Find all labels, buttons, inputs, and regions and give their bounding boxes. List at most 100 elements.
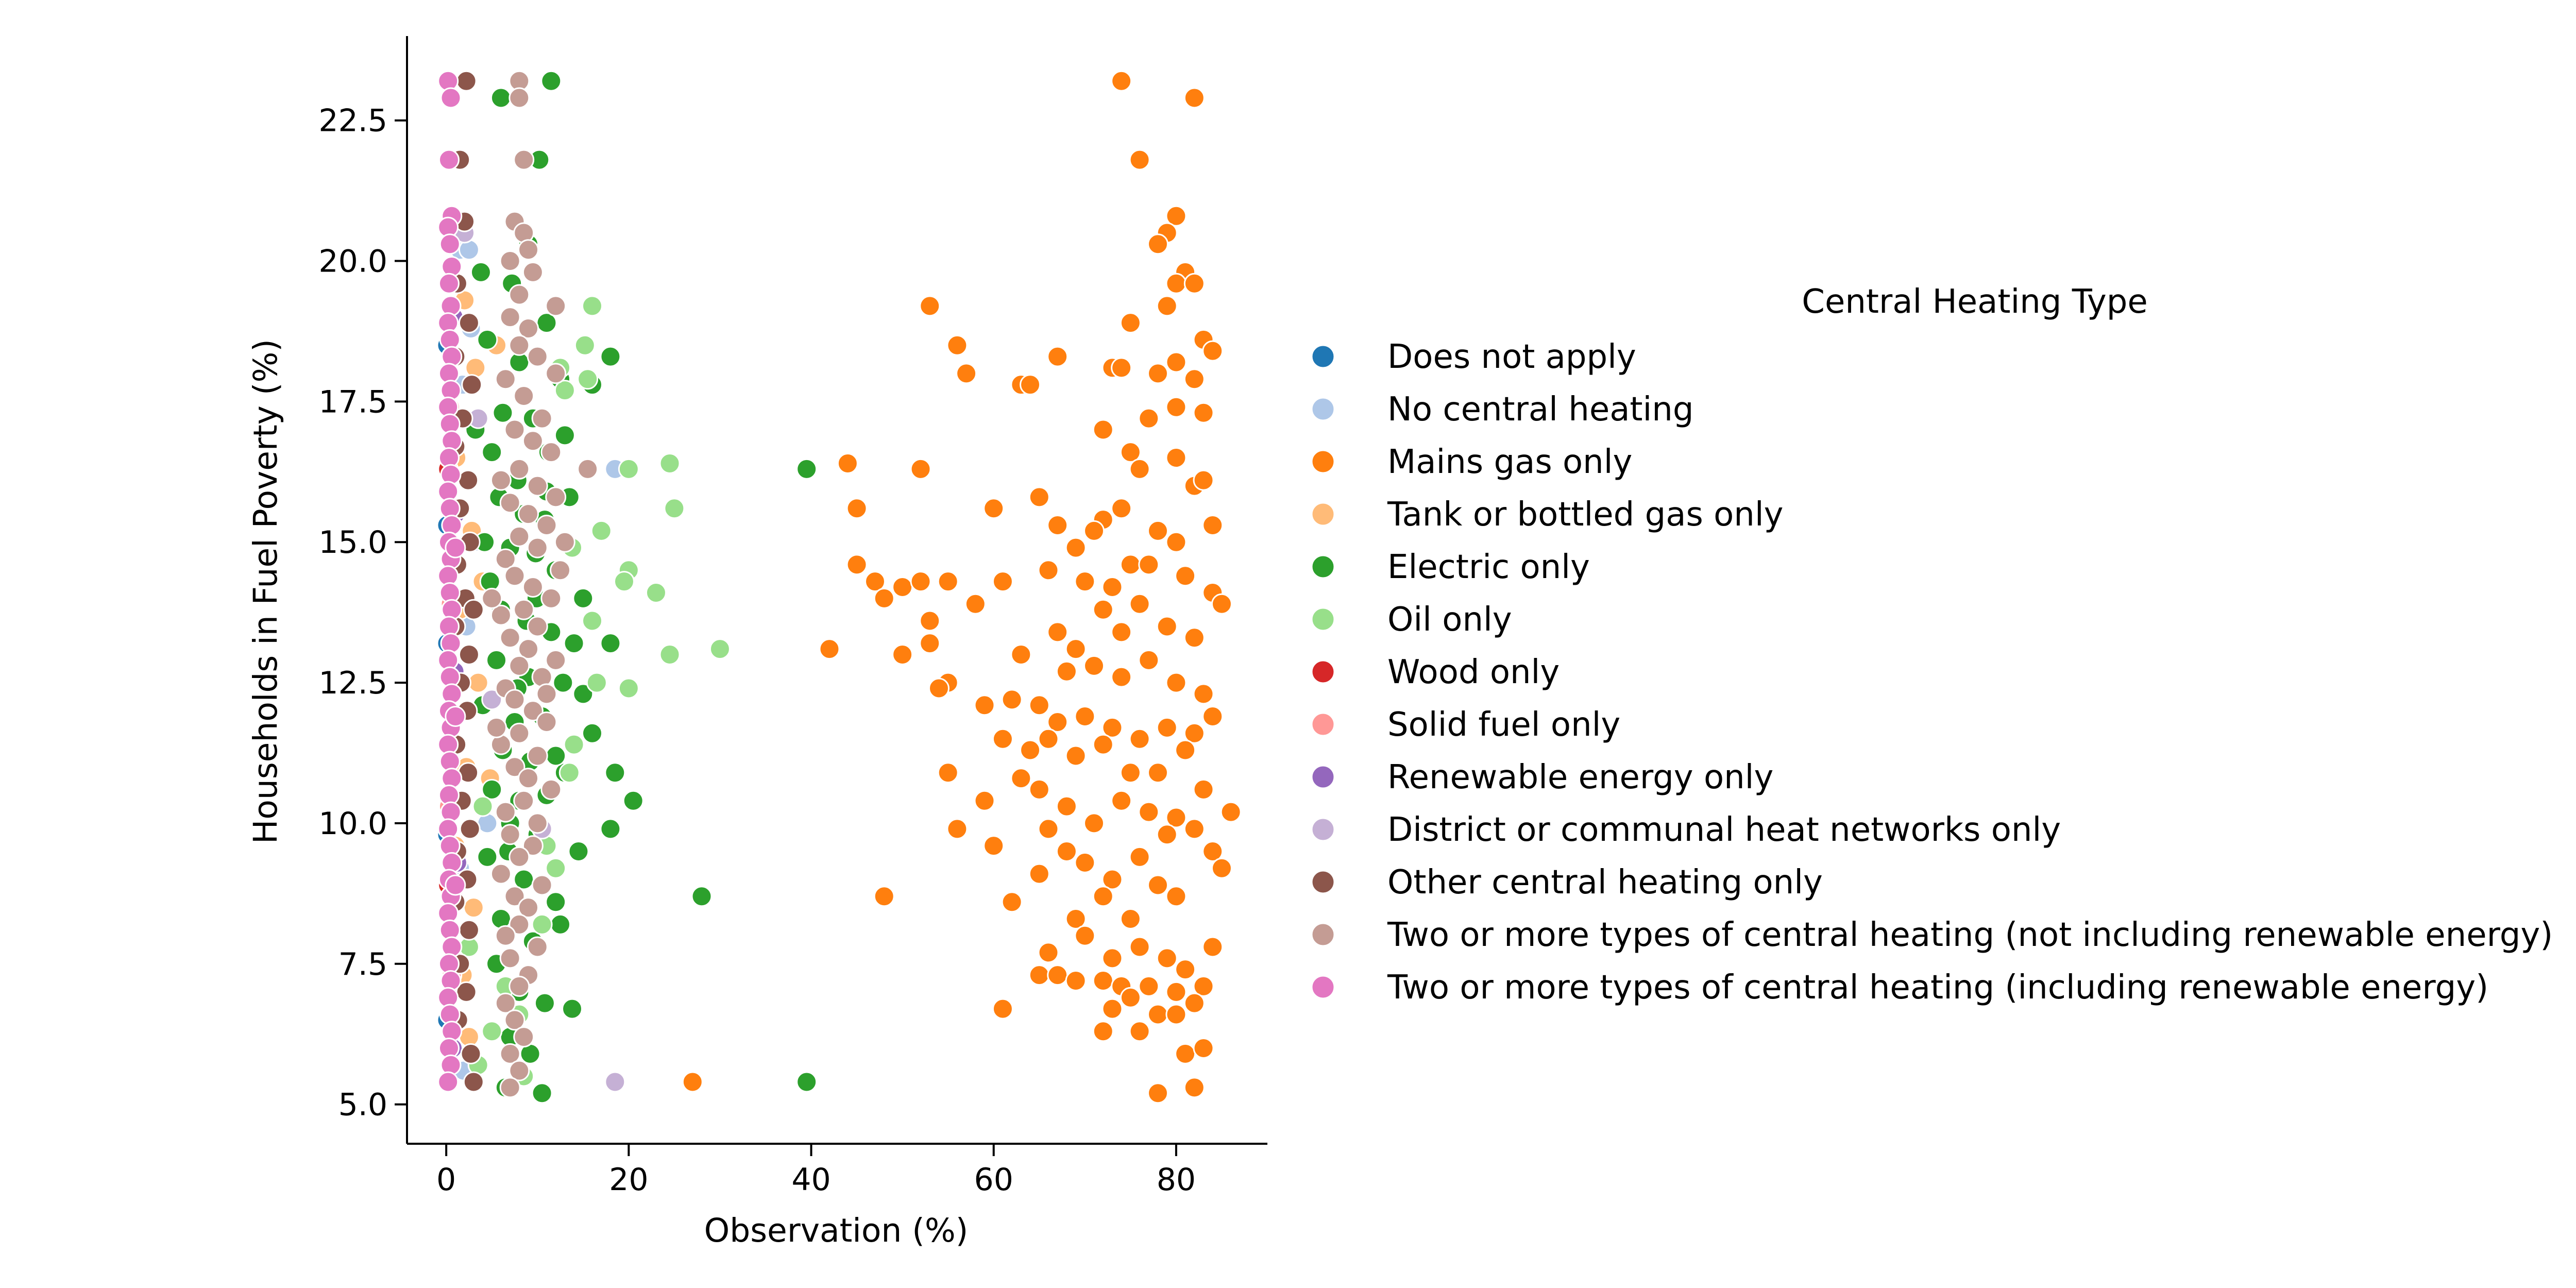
- legend-label: Oil only: [1387, 601, 1512, 639]
- scatter-point: [946, 818, 968, 840]
- scatter-point: [527, 745, 548, 767]
- scatter-point: [518, 638, 539, 660]
- scatter-point: [1083, 812, 1105, 834]
- scatter-point: [1028, 486, 1050, 508]
- scatter-point: [1092, 1021, 1114, 1042]
- y-tick-label: 7.5: [338, 946, 387, 982]
- scatter-point: [540, 587, 562, 609]
- scatter-point: [1183, 1077, 1205, 1098]
- series-2: [682, 70, 1242, 1104]
- scatter-point: [545, 486, 567, 508]
- scatter-point: [1001, 891, 1023, 913]
- y-tick-label: 12.5: [318, 665, 387, 701]
- scatter-point: [1147, 874, 1168, 896]
- scatter-point: [645, 582, 667, 603]
- legend-marker: [1311, 344, 1335, 369]
- scatter-point: [846, 554, 868, 575]
- scatter-point: [481, 1021, 503, 1042]
- scatter-point: [1065, 638, 1087, 660]
- scatter-point: [1065, 908, 1087, 929]
- scatter-point: [1092, 419, 1114, 440]
- scatter-point: [527, 537, 548, 558]
- scatter-point: [1193, 1037, 1214, 1059]
- scatter-point: [1156, 947, 1178, 969]
- scatter-point: [582, 722, 603, 744]
- scatter-point: [846, 498, 868, 519]
- scatter-point: [1129, 593, 1150, 615]
- scatter-point: [509, 284, 530, 306]
- scatter-point: [1056, 840, 1077, 862]
- scatter-point: [1120, 762, 1141, 784]
- y-tick-label: 5.0: [338, 1087, 387, 1123]
- legend-label: No central heating: [1387, 391, 1693, 429]
- scatter-point: [1074, 571, 1096, 592]
- scatter-point: [1111, 790, 1132, 811]
- scatter-point: [540, 442, 562, 463]
- scatter-point: [1001, 689, 1023, 710]
- scatter-point: [682, 1071, 703, 1093]
- scatter-point: [1147, 1004, 1168, 1025]
- scatter-point: [577, 368, 599, 390]
- scatter-point: [490, 863, 512, 885]
- scatter-point: [1175, 565, 1196, 587]
- scatter-point: [1111, 498, 1132, 519]
- legend: Central Heating Type Does not apply No ce…: [1311, 283, 2553, 1007]
- scatter-point: [873, 587, 895, 609]
- legend-entry: Renewable energy only: [1311, 758, 1773, 796]
- scatter-point: [1202, 706, 1224, 727]
- scatter-point: [531, 1082, 553, 1104]
- scatter-point: [522, 430, 544, 452]
- scatter-point: [504, 756, 526, 778]
- scatter-point: [919, 610, 941, 632]
- legend-entry: Does not apply: [1311, 338, 1636, 376]
- scatter-point: [477, 846, 498, 868]
- scatter-point: [1038, 942, 1059, 963]
- scatter-point: [572, 587, 594, 609]
- legend-entry: Wood only: [1311, 653, 1560, 691]
- scatter-point: [499, 1077, 521, 1098]
- scatter-point: [536, 711, 557, 733]
- scatter-point: [1074, 852, 1096, 873]
- scatter-point: [604, 1071, 626, 1093]
- legend-entry: Oil only: [1311, 601, 1512, 639]
- scatter-point: [458, 919, 480, 941]
- scatter-point: [1193, 469, 1214, 491]
- scatter-point: [461, 374, 483, 396]
- scatter-point: [709, 638, 731, 660]
- scatter-point: [892, 644, 913, 666]
- scatter-point: [992, 998, 1013, 1020]
- scatter-point: [550, 560, 571, 581]
- scatter-point: [463, 897, 484, 919]
- scatter-point: [1101, 998, 1123, 1020]
- scatter-point: [1147, 233, 1168, 255]
- scatter-point: [545, 857, 567, 879]
- scatter-point: [1065, 970, 1087, 992]
- scatter-point: [1183, 87, 1205, 109]
- scatter-point: [1065, 745, 1087, 767]
- scatter-point: [937, 571, 959, 592]
- scatter-point: [509, 975, 530, 997]
- scatter-point: [545, 745, 567, 767]
- scatter-point: [873, 886, 895, 907]
- scatter-point: [437, 1071, 459, 1093]
- scatter-point: [481, 442, 503, 463]
- scatter-point: [1156, 295, 1178, 317]
- scatter-point: [513, 790, 535, 811]
- scatter-point: [1092, 970, 1114, 992]
- scatter-point: [1165, 205, 1187, 227]
- legend-marker: [1311, 397, 1335, 421]
- x-tick-label: 60: [974, 1162, 1013, 1198]
- scatter-point: [1156, 824, 1178, 845]
- scatter-point: [522, 700, 544, 722]
- scatter-point: [956, 363, 977, 384]
- scatter-point: [1175, 739, 1196, 761]
- scatter-point: [1129, 458, 1150, 480]
- scatter-point: [618, 458, 639, 480]
- scatter-point: [1056, 660, 1077, 682]
- scatter-point: [600, 346, 621, 367]
- scatter-point: [1047, 346, 1069, 367]
- scatter-point: [1165, 672, 1187, 693]
- scatter-point: [1028, 778, 1050, 800]
- scatter-point: [486, 717, 507, 738]
- scatter-point: [531, 874, 553, 896]
